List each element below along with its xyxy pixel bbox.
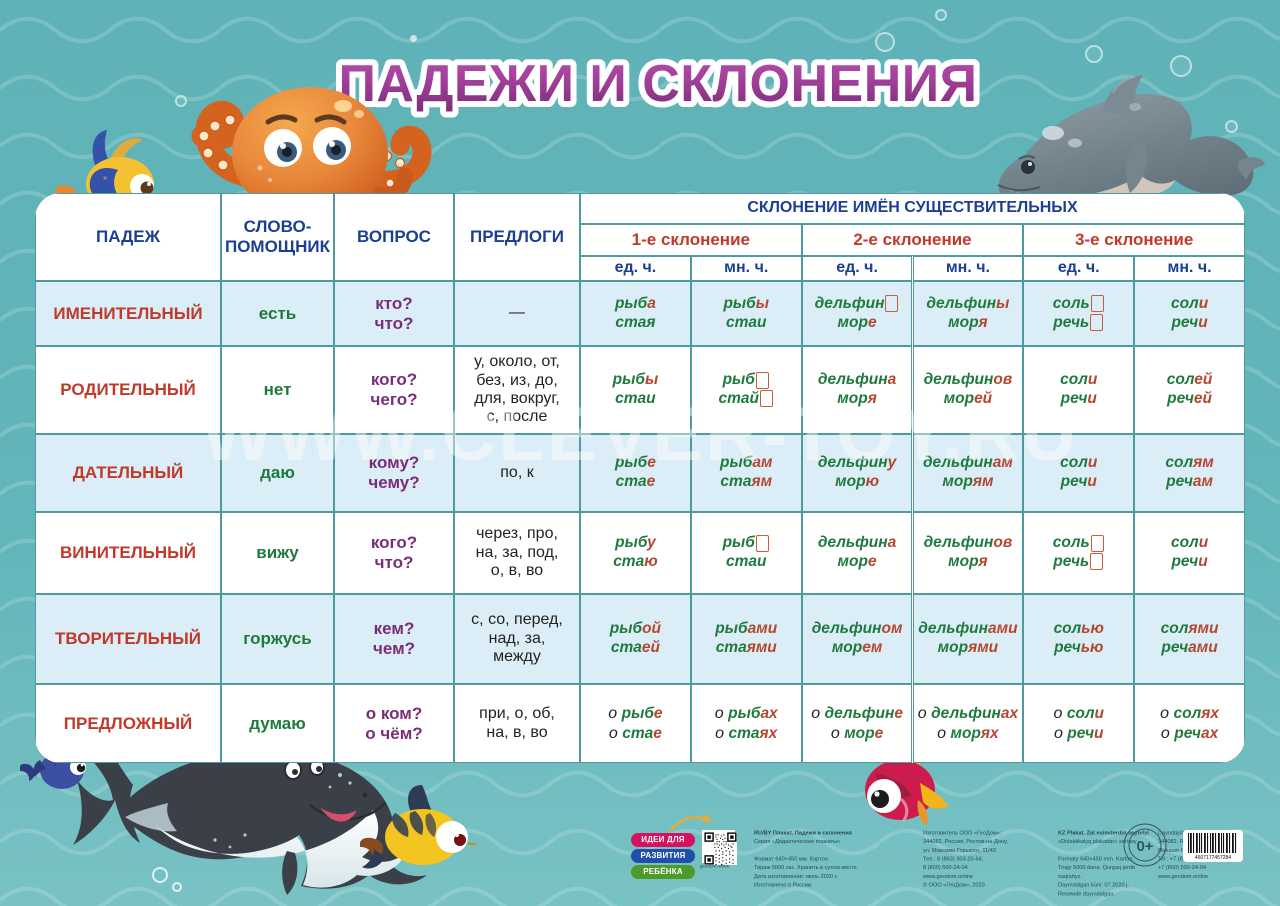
svg-text:0+: 0+ [1136,838,1153,855]
svg-text:4607177457284: 4607177457284 [1195,855,1231,861]
